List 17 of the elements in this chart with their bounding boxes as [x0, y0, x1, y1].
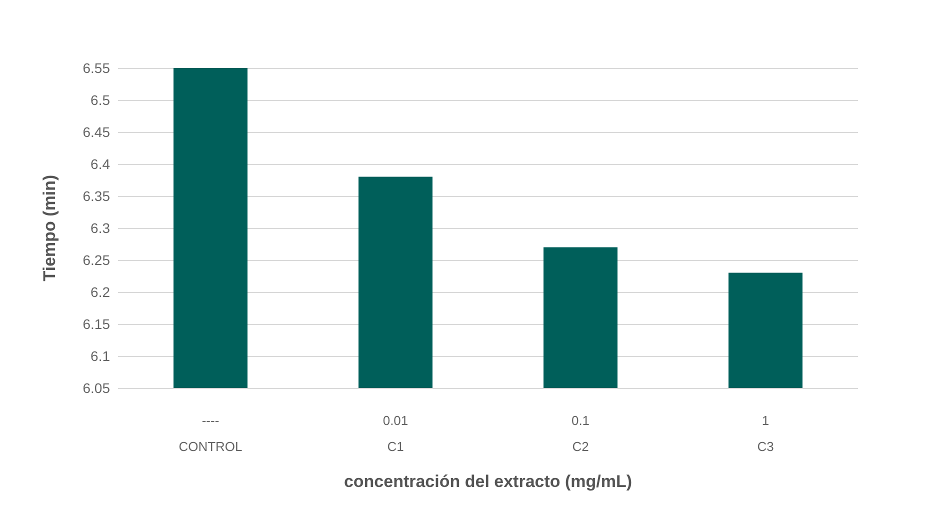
- y-tick-label: 6.05: [82, 380, 110, 396]
- x-axis-title: concentración del extracto (mg/mL): [344, 472, 632, 491]
- y-tick-label: 6.25: [82, 252, 110, 268]
- y-tick-label: 6.1: [90, 348, 110, 364]
- y-tick-label: 6.45: [82, 124, 110, 140]
- x-tick-label: 1 C3: [757, 413, 774, 454]
- x-tick-label: 0.1 C2: [571, 413, 590, 454]
- y-tick-label: 6.3: [90, 220, 110, 236]
- y-tick-label: 6.4: [90, 156, 110, 172]
- y-tick-label: 6.2: [90, 284, 110, 300]
- y-axis-title: Tiempo (min): [40, 174, 59, 282]
- x-tick-label: 0.01 C1: [382, 413, 408, 454]
- x-tick-label: ---- CONTROL: [178, 413, 242, 454]
- y-tick-label: 6.5: [90, 92, 110, 108]
- y-tick-label: 6.35: [82, 188, 110, 204]
- y-tick-label: 6.55: [82, 60, 110, 76]
- y-tick-label: 6.15: [82, 316, 110, 332]
